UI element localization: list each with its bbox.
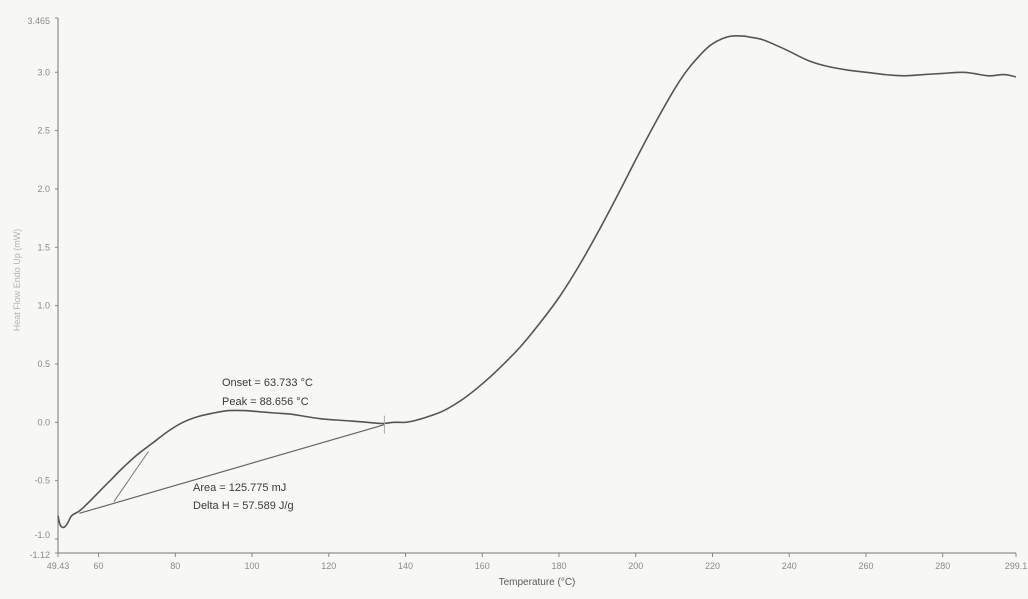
x-tick-label: 180: [551, 561, 566, 571]
y-axis-label: Heat Flow Endo Up (mW): [12, 229, 22, 332]
y-tick-label: 0.5: [37, 359, 50, 369]
y-tick-label: 1.5: [37, 242, 50, 252]
y-tick-label: -0.5: [34, 476, 50, 486]
peak-annotation: Peak = 88.656 °C: [222, 396, 309, 408]
y-tick-label: -1.0: [34, 530, 50, 540]
x-axis-label: Temperature (°C): [499, 577, 576, 588]
x-tick-label: 160: [475, 561, 490, 571]
y-tick-label: 0.0: [37, 417, 50, 427]
heat-flow-curve: [57, 34, 1017, 529]
y-tick-label: 3.0: [37, 67, 50, 77]
y-tick-label: 2.0: [37, 184, 50, 194]
x-tick-label: 120: [321, 561, 336, 571]
axes: [57, 18, 1016, 554]
x-tick-label: 280: [935, 561, 950, 571]
x-tick-label: 200: [628, 561, 643, 571]
x-tick-label: 100: [245, 561, 260, 571]
x-tick-label: 299.1: [1005, 561, 1028, 571]
delta-h-annotation: Delta H = 57.589 J/g: [193, 500, 294, 512]
y-tick-label: -1.12: [29, 550, 50, 560]
x-tick-label: 80: [170, 561, 180, 571]
x-tick-label: 240: [782, 561, 797, 571]
y-tick-label: 2.5: [37, 126, 50, 136]
x-tick-label: 140: [398, 561, 413, 571]
peak-baseline: [79, 424, 385, 514]
x-tick-label: 260: [858, 561, 873, 571]
x-tick-label: 60: [94, 561, 104, 571]
y-tick-label: 3.465: [27, 16, 50, 26]
x-ticks: 49.43 60 80 100 120 140 160 180 200 220 240 260 280 2…: [47, 553, 1028, 571]
x-tick-label: 49.43: [47, 561, 70, 571]
onset-annotation: Onset = 63.733 °C: [222, 377, 313, 389]
y-tick-label: 1.0: [37, 301, 50, 311]
area-annotation: Area = 125.775 mJ: [193, 482, 286, 494]
plot-layer: [57, 34, 1017, 529]
x-tick-label: 220: [705, 561, 720, 571]
y-ticks: 3.465 3.0 2.5 2.0 1.5 1.0 0.5 0.0 -0.5 -1.0 -1.12: [27, 16, 58, 560]
onset-tangent: [113, 451, 149, 502]
